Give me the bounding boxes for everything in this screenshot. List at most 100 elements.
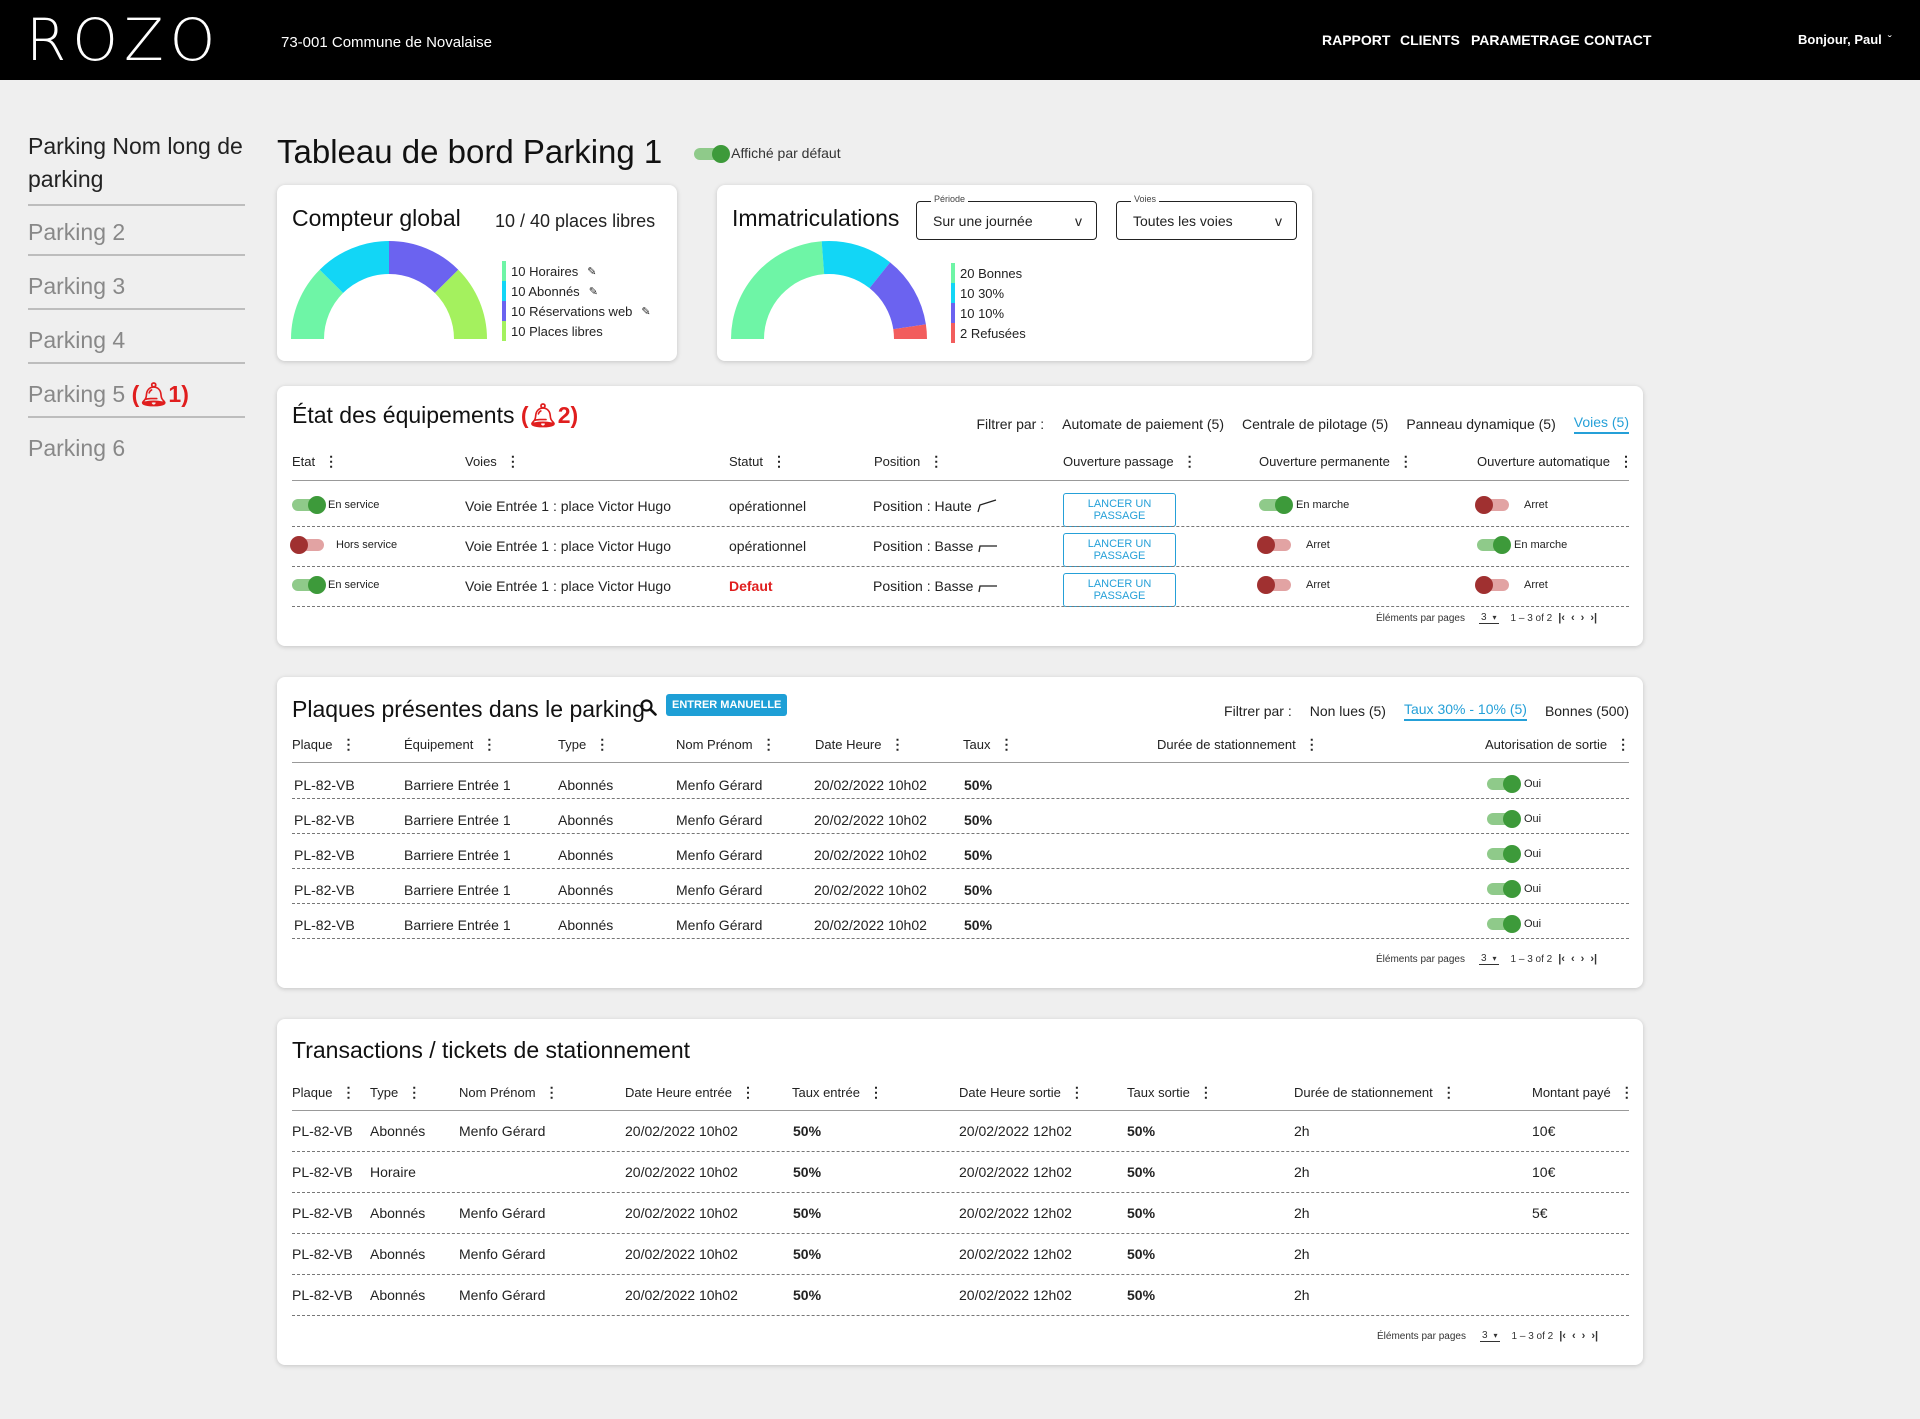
column-menu-icon[interactable]: ⋮ <box>929 453 944 469</box>
column-menu-icon[interactable]: ⋮ <box>999 736 1014 752</box>
column-menu-icon[interactable]: ⋮ <box>1616 736 1631 752</box>
column-header-montant-paye[interactable]: Montant payé ⋮ <box>1532 1084 1634 1101</box>
column-menu-icon[interactable]: ⋮ <box>544 1084 559 1100</box>
toggle-switch[interactable] <box>290 536 324 554</box>
column-menu-icon[interactable]: ⋮ <box>341 1084 356 1100</box>
column-header-type[interactable]: Type ⋮ <box>558 736 609 753</box>
items-per-page-select[interactable]: 3 ▾ <box>1479 1330 1500 1342</box>
sidebar-item-parking-1[interactable]: Parking Nom long de parking <box>28 130 245 206</box>
column-menu-icon[interactable]: ⋮ <box>771 453 786 469</box>
column-menu-icon[interactable]: ⋮ <box>407 1084 422 1100</box>
sidebar-item-parking-6[interactable]: Parking 6 <box>28 435 245 470</box>
column-menu-icon[interactable]: ⋮ <box>1618 453 1633 469</box>
column-menu-icon[interactable]: ⋮ <box>1619 1084 1634 1100</box>
first-page-icon[interactable]: |‹ <box>1558 953 1565 965</box>
nav-parametrage[interactable]: PARAMETRAGE <box>1471 32 1580 48</box>
sidebar-item-parking-5[interactable]: Parking 5 (🔔︎1) <box>28 381 245 418</box>
column-header-ouverture-permanente[interactable]: Ouverture permanente ⋮ <box>1259 453 1413 470</box>
toggle-switch[interactable] <box>292 576 326 594</box>
prev-page-icon[interactable]: ‹ <box>1571 1330 1576 1342</box>
column-header-taux-sortie[interactable]: Taux sortie ⋮ <box>1127 1084 1213 1101</box>
sidebar-item-parking-2[interactable]: Parking 2 <box>28 219 245 256</box>
column-menu-icon[interactable]: ⋮ <box>890 736 905 752</box>
column-header-type[interactable]: Type ⋮ <box>370 1084 421 1101</box>
toggle-switch[interactable] <box>1475 576 1509 594</box>
column-menu-icon[interactable]: ⋮ <box>595 736 610 752</box>
first-page-icon[interactable]: |‹ <box>1559 1330 1566 1342</box>
column-header-voies[interactable]: Voies ⋮ <box>465 453 520 470</box>
column-header-equipement[interactable]: Équipement ⋮ <box>404 736 496 753</box>
lancer-passage-button[interactable]: LANCER UN PASSAGE <box>1063 573 1176 607</box>
column-menu-icon[interactable]: ⋮ <box>1398 453 1413 469</box>
column-header-plaque[interactable]: Plaque ⋮ <box>292 1084 355 1101</box>
items-per-page-select[interactable]: 3 ▾ <box>1478 953 1499 965</box>
column-header-duree-de-stationnement[interactable]: Durée de stationnement ⋮ <box>1294 1084 1456 1101</box>
nav-contact[interactable]: CONTACT <box>1584 32 1652 48</box>
next-page-icon[interactable]: › <box>1581 1330 1586 1342</box>
items-per-page-select[interactable]: 3 ▾ <box>1478 612 1499 624</box>
column-menu-icon[interactable]: ⋮ <box>740 1084 755 1100</box>
default-toggle[interactable]: Affiché par défaut <box>694 145 841 164</box>
toggle-switch[interactable] <box>1257 576 1291 594</box>
column-header-position[interactable]: Position ⋮ <box>874 453 943 470</box>
filter-centrale[interactable]: Centrale de pilotage (5) <box>1242 416 1389 432</box>
column-header-autorisation-de-sortie[interactable]: Autorisation de sortie ⋮ <box>1485 736 1630 753</box>
last-page-icon[interactable]: ›| <box>1590 612 1598 624</box>
prev-page-icon[interactable]: ‹ <box>1570 953 1575 965</box>
column-header-plaque[interactable]: Plaque ⋮ <box>292 736 355 753</box>
periode-select[interactable]: Période Sur une journée v <box>916 194 1097 240</box>
column-menu-icon[interactable]: ⋮ <box>505 453 520 469</box>
sidebar-item-parking-4[interactable]: Parking 4 <box>28 327 245 364</box>
next-page-icon[interactable]: › <box>1580 612 1585 624</box>
column-menu-icon[interactable]: ⋮ <box>324 453 339 469</box>
column-menu-icon[interactable]: ⋮ <box>1304 736 1319 752</box>
column-header-duree-de-stationnement[interactable]: Durée de stationnement ⋮ <box>1157 736 1319 753</box>
column-header-date-heure-entree[interactable]: Date Heure entrée ⋮ <box>625 1084 755 1101</box>
column-menu-icon[interactable]: ⋮ <box>1441 1084 1456 1100</box>
filter-taux[interactable]: Taux 30% - 10% (5) <box>1403 701 1527 721</box>
column-header-taux[interactable]: Taux ⋮ <box>963 736 1013 753</box>
column-menu-icon[interactable]: ⋮ <box>482 736 497 752</box>
column-header-ouverture-passage[interactable]: Ouverture passage ⋮ <box>1063 453 1197 470</box>
toggle-switch[interactable] <box>1257 536 1291 554</box>
filter-non-lues[interactable]: Non lues (5) <box>1309 703 1386 719</box>
last-page-icon[interactable]: ›| <box>1591 1330 1599 1342</box>
nav-clients[interactable]: CLIENTS <box>1400 32 1460 48</box>
column-menu-icon[interactable]: ⋮ <box>868 1084 883 1100</box>
prev-page-icon[interactable]: ‹ <box>1570 612 1575 624</box>
filter-voies[interactable]: Voies (5) <box>1573 414 1629 434</box>
lancer-passage-button[interactable]: LANCER UN PASSAGE <box>1063 493 1176 527</box>
manual-entry-button[interactable]: ENTRER MANUELLE <box>666 694 788 716</box>
filter-bonnes[interactable]: Bonnes (500) <box>1544 703 1629 719</box>
column-menu-icon[interactable]: ⋮ <box>1198 1084 1213 1100</box>
column-menu-icon[interactable]: ⋮ <box>341 736 356 752</box>
toggle-switch[interactable] <box>694 145 730 164</box>
toggle-switch[interactable] <box>1259 496 1293 514</box>
toggle-switch[interactable] <box>1487 845 1521 863</box>
first-page-icon[interactable]: |‹ <box>1558 612 1565 624</box>
toggle-switch[interactable] <box>1487 880 1521 898</box>
lancer-passage-button[interactable]: LANCER UN PASSAGE <box>1063 533 1176 567</box>
edit-icon[interactable]: ✎ <box>587 265 597 278</box>
column-header-statut[interactable]: Statut ⋮ <box>729 453 786 470</box>
column-header-taux-entree[interactable]: Taux entrée ⋮ <box>792 1084 883 1101</box>
search-icon[interactable] <box>640 699 657 716</box>
column-header-date-heure-sortie[interactable]: Date Heure sortie ⋮ <box>959 1084 1084 1101</box>
column-header-nom-prenom[interactable]: Nom Prénom ⋮ <box>459 1084 559 1101</box>
edit-icon[interactable]: ✎ <box>588 285 598 298</box>
toggle-switch[interactable] <box>1475 496 1509 514</box>
last-page-icon[interactable]: ›| <box>1590 953 1598 965</box>
column-menu-icon[interactable]: ⋮ <box>1069 1084 1084 1100</box>
toggle-switch[interactable] <box>1487 775 1521 793</box>
column-header-nom-prenom[interactable]: Nom Prénom ⋮ <box>676 736 776 753</box>
filter-automate[interactable]: Automate de paiement (5) <box>1062 416 1224 432</box>
sidebar-item-parking-3[interactable]: Parking 3 <box>28 273 245 310</box>
column-menu-icon[interactable]: ⋮ <box>1182 453 1197 469</box>
column-menu-icon[interactable]: ⋮ <box>761 736 776 752</box>
filter-panneau[interactable]: Panneau dynamique (5) <box>1406 416 1556 432</box>
next-page-icon[interactable]: › <box>1580 953 1585 965</box>
column-header-date-heure[interactable]: Date Heure ⋮ <box>815 736 904 753</box>
toggle-switch[interactable] <box>1487 810 1521 828</box>
toggle-switch[interactable] <box>1487 915 1521 933</box>
toggle-switch[interactable] <box>1477 536 1511 554</box>
